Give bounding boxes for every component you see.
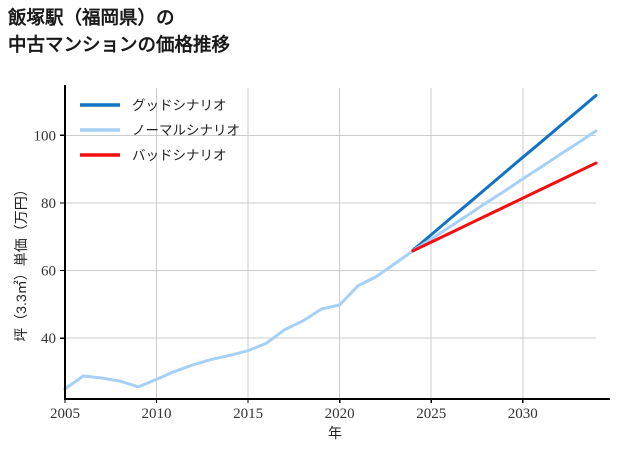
x-axis-title: 年 (328, 425, 342, 441)
y-tick-label: 80 (41, 196, 56, 212)
series-line (63, 129, 598, 391)
legend-label: グッドシナリオ (132, 98, 227, 113)
x-tick-label: 2005 (50, 406, 80, 422)
series-lines (63, 93, 598, 391)
x-tick-label: 2010 (142, 406, 172, 422)
axis-spines (63, 85, 610, 401)
x-tick-label: 2025 (416, 406, 446, 422)
grid-lines (65, 88, 596, 399)
series-line (411, 161, 598, 253)
x-tick-label: 2020 (325, 406, 355, 422)
legend-label: ノーマルシナリオ (132, 123, 240, 138)
tick-marks (60, 134, 524, 403)
chart-title-line-2: 中古マンションの価格推移 (8, 34, 231, 55)
y-tick-labels: 40 60 80 100 (34, 128, 57, 347)
chart-title-line-1: 飯塚駅（福岡県）の (8, 7, 175, 28)
x-tick-label: 2030 (508, 406, 538, 422)
y-tick-label: 40 (41, 331, 56, 347)
chart-title: 飯塚駅（福岡県）の 中古マンションの価格推移 (8, 4, 608, 58)
series-line (411, 93, 598, 252)
y-axis-title: 坪（3.3㎡）単価（万円） (13, 182, 29, 341)
x-tick-label: 2015 (233, 406, 263, 422)
y-tick-label: 100 (34, 128, 57, 144)
y-tick-label: 60 (41, 264, 56, 280)
x-tick-labels: 2005 2010 2015 2020 2025 2030 (50, 406, 538, 422)
legend-label: バッドシナリオ (132, 148, 227, 163)
